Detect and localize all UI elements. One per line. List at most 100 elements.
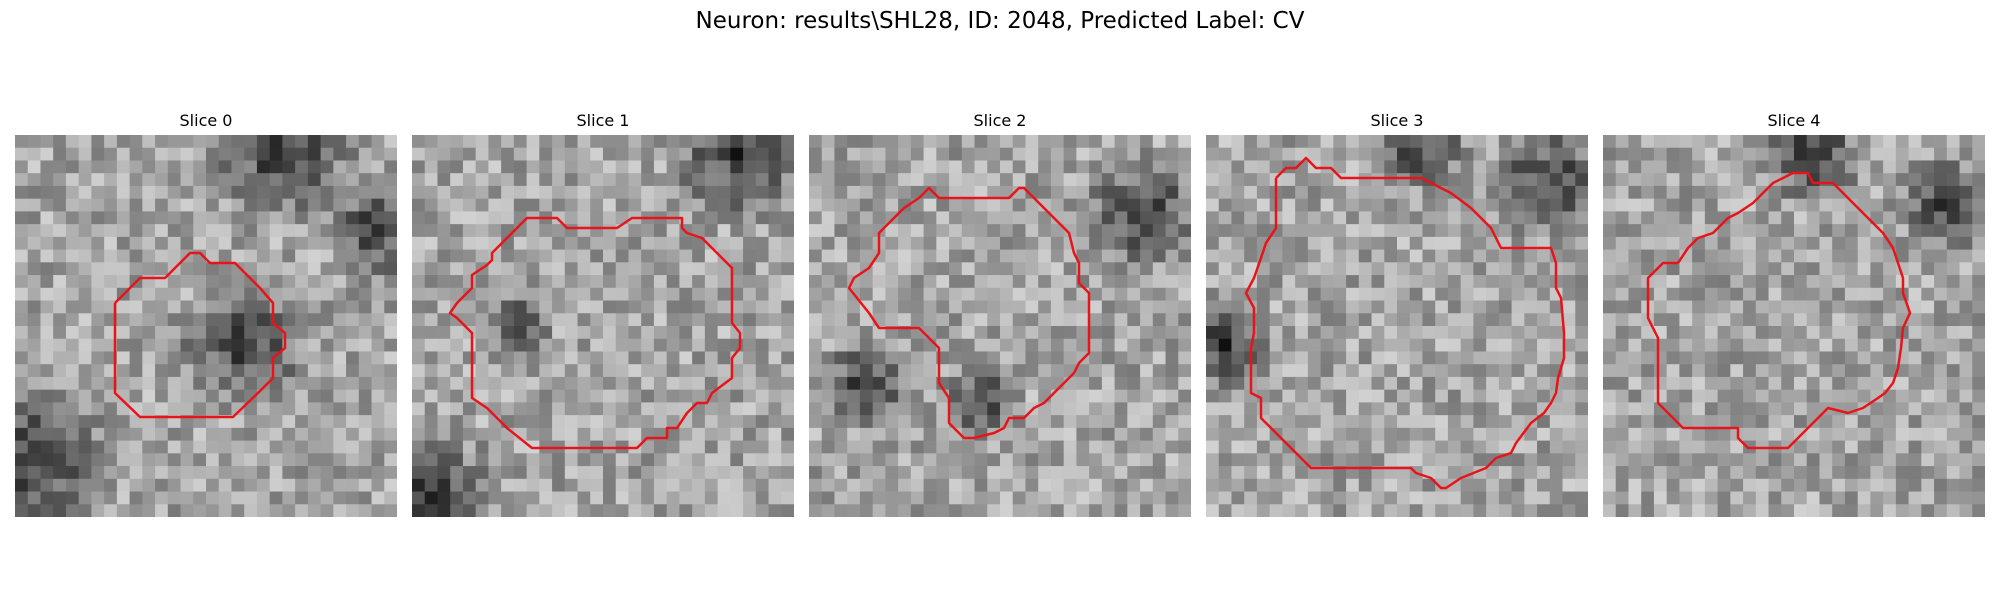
pixel bbox=[1575, 160, 1588, 174]
pixel bbox=[641, 185, 655, 200]
pixel bbox=[1730, 287, 1744, 302]
pixel bbox=[859, 160, 874, 174]
pixel bbox=[1447, 440, 1462, 454]
pixel bbox=[1537, 491, 1551, 505]
pixel bbox=[1050, 300, 1065, 314]
pixel bbox=[603, 351, 617, 365]
pixel bbox=[1050, 491, 1065, 505]
pixel bbox=[1615, 504, 1630, 517]
pixel bbox=[539, 236, 553, 251]
pixel bbox=[40, 402, 54, 416]
pixel bbox=[768, 135, 782, 149]
pixel bbox=[898, 275, 912, 289]
pixel bbox=[885, 275, 899, 289]
pixel bbox=[781, 427, 794, 442]
pixel bbox=[821, 427, 836, 442]
pixel bbox=[1422, 389, 1436, 403]
pixel bbox=[450, 147, 464, 162]
pixel bbox=[333, 402, 347, 416]
pixel bbox=[1435, 364, 1449, 378]
pixel bbox=[358, 326, 373, 340]
pixel bbox=[1089, 376, 1103, 391]
pixel bbox=[1409, 351, 1424, 365]
pixel bbox=[1806, 287, 1821, 302]
pixel bbox=[692, 300, 706, 314]
pixel bbox=[1409, 313, 1424, 327]
pixel bbox=[78, 415, 92, 429]
pixel bbox=[295, 504, 309, 517]
pixel bbox=[743, 491, 757, 505]
pixel bbox=[1524, 313, 1538, 327]
pixel bbox=[1435, 224, 1449, 238]
pixel bbox=[936, 478, 950, 493]
pixel bbox=[450, 287, 464, 302]
pixel bbox=[218, 185, 233, 200]
pixel bbox=[1679, 338, 1693, 353]
pixel bbox=[987, 478, 1001, 493]
pixel bbox=[679, 287, 693, 302]
pixel bbox=[1063, 453, 1077, 467]
pixel bbox=[1895, 427, 1910, 442]
pixel bbox=[1895, 466, 1910, 480]
pixel bbox=[1946, 376, 1961, 391]
pixel bbox=[768, 478, 782, 493]
pixel bbox=[1307, 351, 1322, 365]
pixel bbox=[1537, 453, 1551, 467]
pixel bbox=[1857, 326, 1871, 340]
pixel bbox=[936, 211, 950, 225]
pixel bbox=[78, 338, 92, 353]
pixel bbox=[129, 440, 143, 454]
pixel bbox=[180, 198, 194, 212]
pixel bbox=[1256, 185, 1271, 200]
pixel bbox=[104, 236, 118, 251]
pixel bbox=[1025, 262, 1039, 276]
pixel bbox=[1178, 427, 1191, 442]
pixel bbox=[1409, 160, 1424, 174]
pixel bbox=[358, 402, 373, 416]
pixel bbox=[949, 504, 963, 517]
pixel bbox=[809, 185, 823, 200]
pixel bbox=[821, 211, 836, 225]
pixel bbox=[1679, 427, 1693, 442]
pixel bbox=[269, 389, 283, 403]
pixel bbox=[910, 224, 925, 238]
pixel bbox=[1000, 491, 1014, 505]
pixel bbox=[1562, 313, 1576, 327]
pixel bbox=[1498, 427, 1513, 442]
pixel bbox=[1615, 415, 1630, 429]
pixel bbox=[847, 185, 861, 200]
pixel bbox=[666, 236, 680, 251]
pixel bbox=[91, 478, 105, 493]
pixel bbox=[1307, 198, 1322, 212]
pixel bbox=[692, 275, 706, 289]
pixel bbox=[641, 351, 655, 365]
pixel bbox=[936, 466, 950, 480]
pixel bbox=[1666, 300, 1680, 314]
pixel bbox=[412, 376, 426, 391]
pixel bbox=[15, 160, 29, 174]
pixel bbox=[859, 376, 874, 391]
pixel bbox=[1615, 376, 1630, 391]
pixel bbox=[1794, 364, 1808, 378]
pixel bbox=[1320, 275, 1334, 289]
pixel bbox=[641, 262, 655, 276]
pixel bbox=[577, 478, 591, 493]
pixel bbox=[1307, 211, 1322, 225]
pixel bbox=[269, 466, 283, 480]
pixel bbox=[885, 249, 899, 263]
pixel bbox=[1781, 351, 1795, 365]
pixel bbox=[974, 300, 988, 314]
pixel bbox=[692, 478, 706, 493]
pixel bbox=[898, 173, 912, 187]
pixel bbox=[1934, 504, 1948, 517]
pixel bbox=[603, 224, 617, 238]
pixel bbox=[1256, 376, 1271, 391]
pixel bbox=[1231, 338, 1245, 353]
pixel bbox=[78, 326, 92, 340]
pixel bbox=[1140, 504, 1154, 517]
pixel bbox=[53, 440, 67, 454]
pixel bbox=[1666, 135, 1680, 149]
pixel bbox=[206, 491, 220, 505]
pixel bbox=[603, 160, 617, 174]
pixel bbox=[641, 453, 655, 467]
